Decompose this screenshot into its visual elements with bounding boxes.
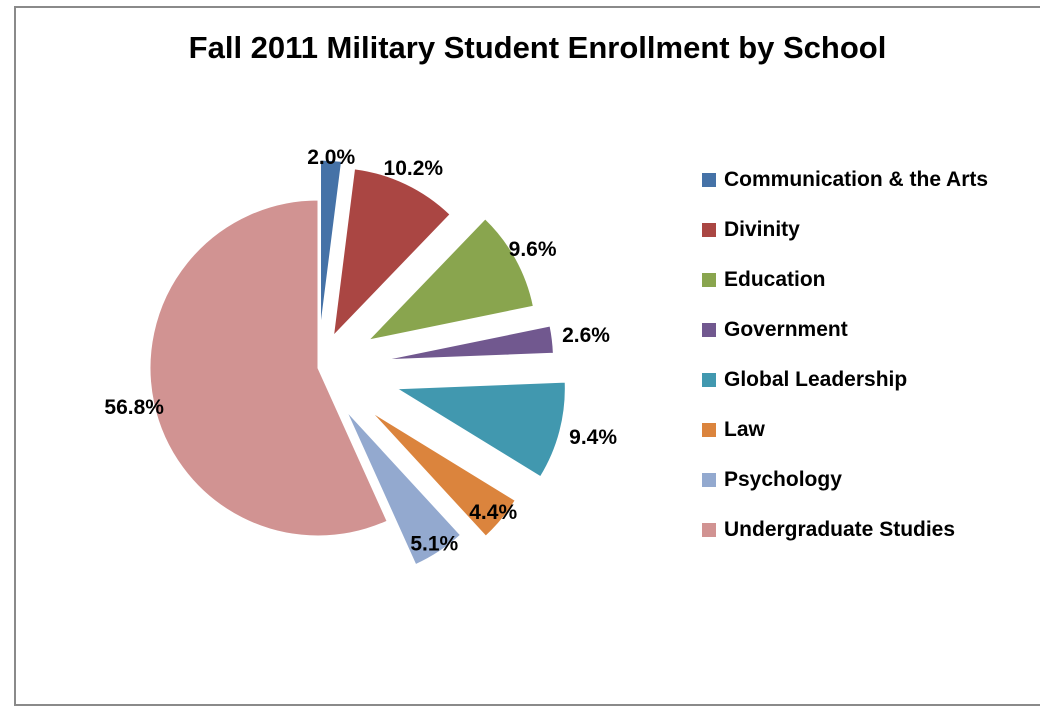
legend-item-undergraduate-studies: Undergraduate Studies [702,505,988,555]
legend-label: Law [724,418,765,441]
legend-label: Divinity [724,218,800,241]
legend-swatch [702,173,716,187]
legend-swatch [702,223,716,237]
pie-slice-psychology [346,411,462,566]
pie-slice-divinity [332,168,451,337]
data-label-undergraduate-studies: 56.8% [104,396,164,419]
data-label-divinity: 10.2% [384,157,444,180]
data-label-communication-and-the-arts: 2.0% [307,146,355,169]
data-label-law: 4.4% [469,501,517,524]
pie-slices [149,159,566,566]
legend-item-divinity: Divinity [702,205,988,255]
legend-swatch [702,323,716,337]
legend-swatch [702,473,716,487]
data-label-psychology: 5.1% [410,533,458,556]
legend-item-government: Government [702,305,988,355]
legend-label: Government [724,318,848,341]
pie-slice-communication-and-the-arts [320,159,343,329]
chart-legend: Communication & the Arts Divinity Educatio… [702,155,988,555]
chart-title: Fall 2011 Military Student Enrollment by… [188,30,887,65]
pie-slice-global-leadership [395,381,566,478]
legend-label: Psychology [724,468,842,491]
legend-label: Global Leadership [724,368,908,391]
legend-swatch [702,423,716,437]
legend-label: Undergraduate Studies [724,518,956,541]
legend-item-law: Law [702,405,988,455]
data-label-education: 9.6% [509,238,557,261]
legend-item-psychology: Psychology [702,455,988,505]
legend-swatch [702,523,716,537]
legend-label: Communication & the Arts [724,168,989,191]
legend-item-communication-and-the-arts: Communication & the Arts [702,155,988,205]
pie-labels: 2.0% 10.2% 9.6% 2.6% 9.4% 4.4% 5.1% 56.8% [104,146,617,556]
legend-label: Education [724,268,826,291]
data-label-global-leadership: 9.4% [569,426,617,449]
legend-swatch [702,373,716,387]
legend-item-education: Education [702,255,988,305]
data-label-government: 2.6% [562,324,610,347]
pie-chart: 2.0% 10.2% 9.6% 2.6% 9.4% 4.4% 5.1% 56.8% [104,146,617,566]
pie-slice-undergraduate-studies [149,199,388,537]
pie-slice-government [385,325,554,361]
pie-slice-law [371,412,516,537]
legend-swatch [702,273,716,287]
legend-item-global-leadership: Global Leadership [702,355,988,405]
pie-slice-education [367,218,534,341]
